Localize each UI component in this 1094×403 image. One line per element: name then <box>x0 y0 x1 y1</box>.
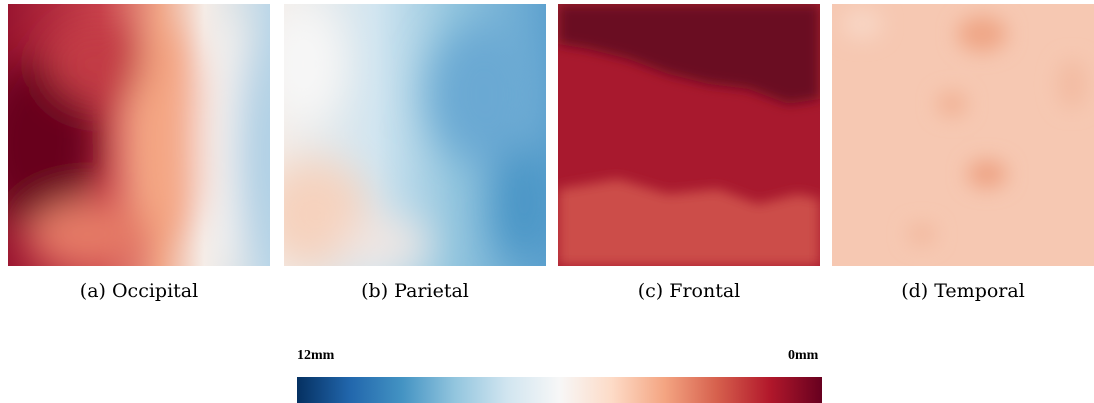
heatmap-occipital-plot <box>8 4 270 266</box>
heatmap-frontal <box>558 4 820 266</box>
caption-occipital: (a) Occipital <box>79 280 199 302</box>
colorbar-label-min: 0mm <box>788 348 819 363</box>
heatmap-parietal-plot <box>284 4 546 266</box>
caption-temporal: (d) Temporal <box>901 280 1025 302</box>
heatmap-parietal <box>284 4 546 266</box>
colorbar <box>297 377 822 403</box>
colorbar-label-max: 12mm <box>297 348 335 363</box>
caption-parietal: (b) Parietal <box>361 280 469 302</box>
heatmap-occipital <box>8 4 270 266</box>
heatmap-temporal-plot <box>832 4 1094 266</box>
caption-frontal: (c) Frontal <box>637 280 741 302</box>
heatmap-temporal <box>832 4 1094 266</box>
heatmap-frontal-plot <box>558 4 820 266</box>
